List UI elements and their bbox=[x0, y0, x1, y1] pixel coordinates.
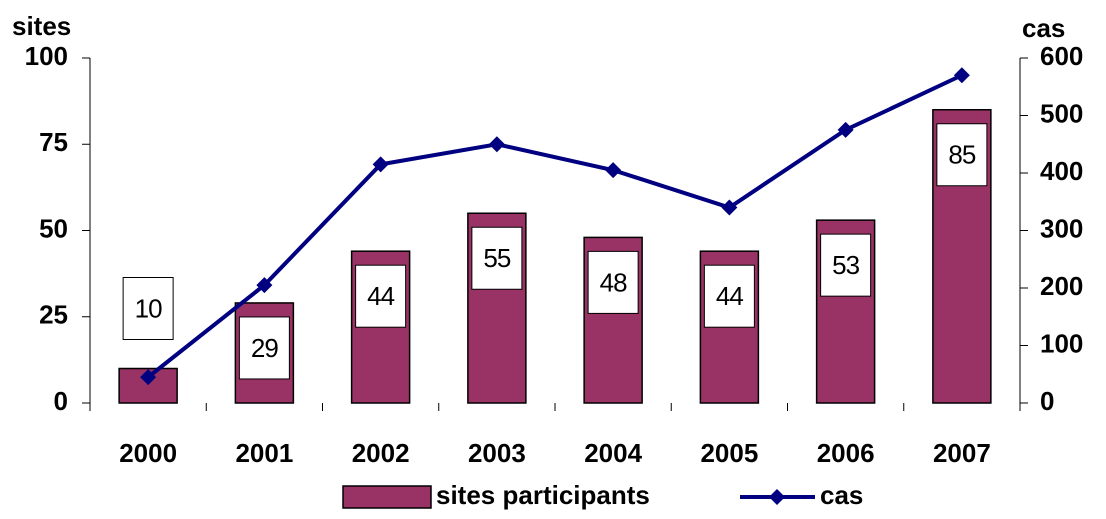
line-marker bbox=[953, 67, 970, 84]
x-tick-label: 2000 bbox=[119, 438, 177, 468]
line-marker bbox=[721, 199, 738, 216]
value-label: 44 bbox=[367, 281, 394, 311]
legend-swatch bbox=[342, 485, 432, 509]
y2-tick-label: 500 bbox=[1040, 98, 1083, 128]
y-tick-label: 25 bbox=[39, 300, 68, 330]
value-label: 48 bbox=[600, 267, 627, 297]
value-label: 10 bbox=[135, 293, 162, 323]
y-tick-label: 50 bbox=[39, 213, 68, 243]
y-axis-title: sites bbox=[12, 11, 71, 41]
line-marker bbox=[372, 156, 389, 173]
value-label-box bbox=[471, 226, 523, 290]
line-marker bbox=[488, 136, 505, 153]
x-tick-label: 2007 bbox=[933, 438, 991, 468]
line-marker bbox=[256, 277, 273, 294]
y-tick-label: 0 bbox=[54, 386, 68, 416]
x-tick-label: 2004 bbox=[584, 438, 642, 468]
y2-tick-label: 600 bbox=[1040, 41, 1083, 71]
value-label: 85 bbox=[948, 140, 975, 170]
value-label-box bbox=[238, 316, 290, 380]
value-label: 55 bbox=[483, 243, 510, 273]
y2-tick-label: 0 bbox=[1040, 386, 1054, 416]
value-label: 29 bbox=[251, 333, 278, 363]
x-tick-label: 2003 bbox=[468, 438, 526, 468]
value-label-box bbox=[587, 250, 639, 314]
y2-tick-label: 100 bbox=[1040, 328, 1083, 358]
line-marker bbox=[837, 121, 854, 138]
y-tick-label: 100 bbox=[25, 41, 68, 71]
value-label-box bbox=[703, 264, 755, 328]
x-tick-label: 2006 bbox=[817, 438, 875, 468]
y2-axis-title: cas bbox=[1022, 13, 1065, 43]
value-label-box bbox=[936, 123, 988, 187]
y-tick-label: 75 bbox=[39, 127, 68, 157]
x-tick-label: 2001 bbox=[235, 438, 293, 468]
value-label-box bbox=[820, 233, 872, 297]
y2-tick-label: 300 bbox=[1040, 213, 1083, 243]
y2-tick-label: 200 bbox=[1040, 271, 1083, 301]
line-marker bbox=[140, 369, 157, 386]
legend-label: cas bbox=[820, 480, 863, 510]
line-marker bbox=[605, 162, 622, 179]
x-tick-label: 2005 bbox=[700, 438, 758, 468]
y2-tick-label: 400 bbox=[1040, 156, 1083, 186]
line bbox=[146, 73, 963, 379]
value-label: 44 bbox=[716, 281, 743, 311]
x-tick-label: 2002 bbox=[352, 438, 410, 468]
value-label-box bbox=[355, 264, 407, 328]
legend-label: sites participants bbox=[436, 480, 650, 510]
value-label: 53 bbox=[832, 250, 859, 280]
legend-marker bbox=[769, 489, 785, 505]
value-label-box bbox=[122, 277, 174, 340]
